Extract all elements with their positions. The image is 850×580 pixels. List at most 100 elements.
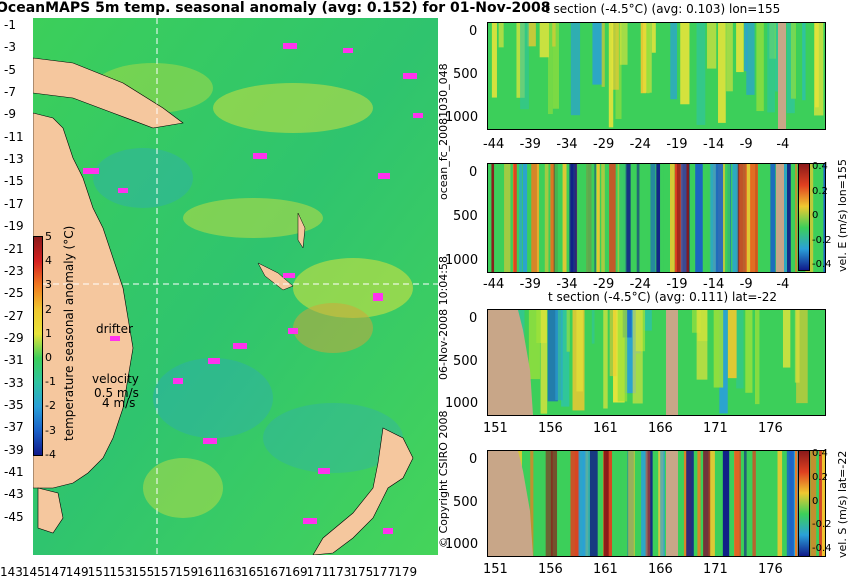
panel2-svg [488,164,825,272]
section-stripe [802,23,806,101]
section-stripe [736,23,744,73]
map-y-tick: -27 [4,308,24,323]
map-y-tick: -15 [4,174,24,189]
map-y-tick: -21 [4,241,24,256]
section-stripe [695,164,703,272]
map-y-tick: -23 [4,263,24,278]
section-stripe [545,451,553,556]
map-y-tick: -25 [4,286,24,301]
map-y-tick: -43 [4,487,24,502]
panel3-x-tick: 161 [593,421,618,436]
colorbar-tick: 2 [45,302,52,316]
section-land [776,164,784,272]
section-stripe [707,23,717,69]
colorbar-tick: -3 [45,423,56,437]
section-stripe [733,164,739,272]
panel2-cbar-tick: -0.4 [812,259,832,270]
run-id-label: ocean_fc_20081030_048 [437,63,450,200]
section-stripe [619,23,628,65]
section-stripe [641,451,648,556]
panel2-cbar-label: vel. E (m/s) lon=155 [836,159,849,272]
section-land [488,451,533,556]
panel3-section[interactable] [487,309,826,416]
map-x-tick: 161 [197,565,220,579]
section-stripe [574,451,581,556]
colorbar-tick: -4 [45,447,56,461]
panel1-section[interactable] [487,22,826,130]
map-x-tick: 165 [240,565,264,579]
section-stripe [552,23,556,47]
panel1-x-tick: -34 [556,137,578,152]
map-y-tick: -29 [4,330,24,345]
section-stripe [689,164,694,272]
section-stripe [680,23,690,105]
section-stripe [585,164,594,272]
section-stripe [566,310,570,352]
section-stripe [744,164,753,272]
panel2-section[interactable] [487,163,826,273]
map-y-tick: -33 [4,375,24,390]
section-stripe [722,451,730,556]
section-stripe [544,164,549,272]
colorbar-tick: -2 [45,399,56,413]
panel2-cbar-tick: 0 [812,210,819,221]
section-stripe [786,23,795,114]
section-stripe [591,310,595,344]
map-panel[interactable] [33,18,438,555]
section-stripe [550,164,554,272]
section-stripe [504,164,511,272]
section-stripe [782,310,791,368]
map-y-tick: -39 [4,442,24,457]
section-stripe [554,164,562,272]
velocity-legend-value: 0.5 m/s [94,386,139,400]
section-stripe [751,164,758,272]
panel2-x-tick: -24 [629,277,651,292]
section-stripe [527,451,534,556]
section-land [488,310,533,415]
panel3-svg [488,310,825,415]
map-x-tick: 163 [219,565,242,579]
map-y-tick: -35 [4,397,24,412]
section-stripe [601,164,605,272]
section-stripe [582,451,591,556]
section-stripe [727,310,737,379]
section-stripe [819,451,822,556]
colorbar-tick: 0 [45,351,52,364]
map-y-tick: -45 [4,509,24,524]
panel2-x-tick: -34 [556,277,578,292]
section-stripe [696,23,706,125]
panel1-x-tick: -4 [776,137,790,152]
panel3-x-tick: 156 [538,421,563,436]
map-x-tick: 153 [109,565,133,579]
panel3-x-tick: 166 [648,421,673,436]
panel4-y-tick: 500 [453,494,478,510]
map-y-tick: -1 [4,18,16,32]
map-x-tick: 147 [43,565,67,579]
colorbar-tick: 5 [45,230,52,243]
main-title: OceanMAPS 5m temp. seasonal anomaly (avg… [0,0,551,16]
map-svg [33,18,438,555]
map-x-tick: 175 [350,565,374,579]
panel3-x-tick: 171 [703,421,728,436]
map-y-tick: -5 [4,62,16,77]
map-x-tick: 167 [262,565,286,579]
map-x-tick: 143 [0,565,23,579]
section-stripe [767,23,775,113]
section-stripe [591,164,595,272]
section-stripe [614,451,622,556]
section-stripe [696,310,708,380]
panel4-x-tick: 151 [483,562,508,577]
section-stripe [703,451,711,556]
panel4-section[interactable] [487,450,826,557]
map-x-tick: 173 [328,565,352,579]
map-y-tick: -41 [4,465,24,479]
section-stripe [570,164,577,272]
section-stripe [656,164,664,272]
panel3-y-tick: 500 [453,353,478,369]
section-stripe [647,164,651,272]
map-y-tick: -3 [4,40,16,55]
map-y-tick: -19 [4,219,24,234]
timestamp-label: 06-Nov-2008 10:04:58 [437,255,450,380]
section-stripe [777,451,783,556]
section-stripe [576,310,583,392]
